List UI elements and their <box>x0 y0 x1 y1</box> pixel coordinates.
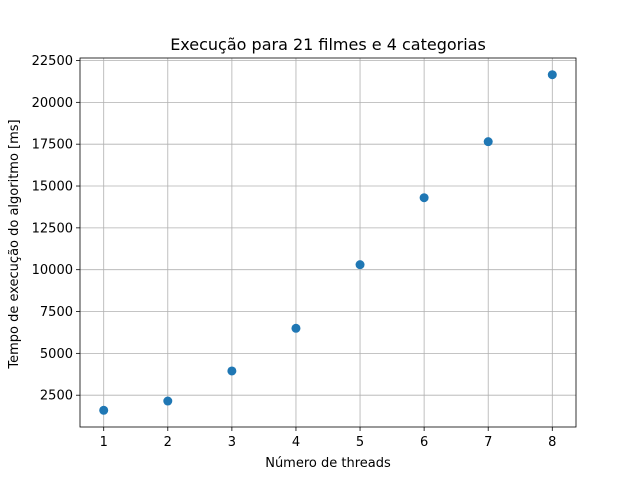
y-tick-label: 7500 <box>40 305 73 320</box>
y-tick-label: 12500 <box>32 221 73 236</box>
x-tick-label: 4 <box>292 435 300 450</box>
x-tick-label: 3 <box>228 435 236 450</box>
data-point <box>163 396 173 406</box>
x-tick-label: 8 <box>548 435 556 450</box>
data-point <box>547 70 557 80</box>
y-tick-label: 5000 <box>40 347 73 362</box>
y-axis-label: Tempo de execução do algoritmo [ms] <box>7 119 22 369</box>
x-axis-ticks: 1 2 3 4 5 6 7 8 <box>100 427 556 450</box>
x-tick-label: 2 <box>164 435 172 450</box>
x-tick-label: 7 <box>484 435 492 450</box>
data-point <box>227 366 237 376</box>
x-axis-label: Número de threads <box>265 456 391 471</box>
y-tick-label: 22500 <box>32 54 73 69</box>
grid-lines <box>80 58 576 427</box>
data-point <box>291 323 301 333</box>
chart-title: Execução para 21 filmes e 4 categorias <box>170 35 486 54</box>
y-tick-label: 15000 <box>32 180 73 195</box>
x-tick-label: 6 <box>420 435 428 450</box>
data-point <box>483 137 493 147</box>
data-point <box>355 260 365 270</box>
plot-area-frame <box>79 57 577 428</box>
x-tick-label: 5 <box>356 435 364 450</box>
y-tick-label: 20000 <box>32 96 73 111</box>
data-point <box>419 193 429 203</box>
x-tick-label: 1 <box>100 435 108 450</box>
y-tick-label: 10000 <box>32 263 73 278</box>
data-points <box>99 70 557 415</box>
data-point <box>99 405 109 415</box>
y-axis-ticks: 2500 5000 7500 10000 12500 15000 17500 20000 225… <box>32 54 80 404</box>
y-tick-label: 2500 <box>40 389 73 404</box>
y-tick-label: 17500 <box>32 138 73 153</box>
